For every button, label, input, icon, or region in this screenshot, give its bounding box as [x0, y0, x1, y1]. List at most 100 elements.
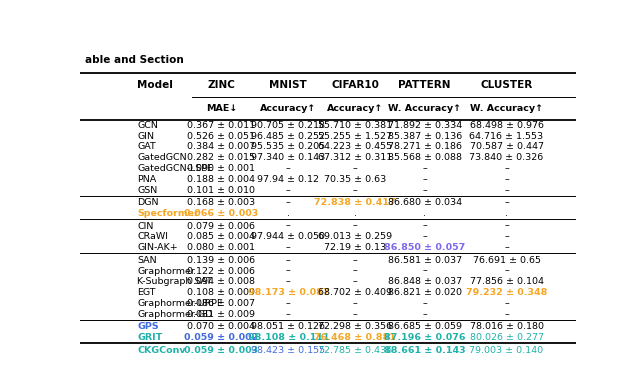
Text: 0.188 ± 0.004: 0.188 ± 0.004	[188, 175, 255, 184]
Text: 0.101 ± 0.010: 0.101 ± 0.010	[188, 186, 255, 195]
Text: GIN-AK+: GIN-AK+	[137, 243, 178, 252]
Text: 90.705 ± 0.218: 90.705 ± 0.218	[252, 121, 325, 130]
Text: .: .	[287, 209, 290, 218]
Text: 85.387 ± 0.136: 85.387 ± 0.136	[388, 132, 462, 141]
Text: 0.139 ± 0.006: 0.139 ± 0.006	[188, 256, 255, 265]
Text: 87.196 ± 0.076: 87.196 ± 0.076	[384, 333, 465, 342]
Text: –: –	[286, 256, 291, 265]
Text: –: –	[353, 310, 358, 319]
Text: –: –	[504, 164, 509, 173]
Text: 76.691 ± 0.65: 76.691 ± 0.65	[472, 256, 541, 265]
Text: 86.850 ± 0.057: 86.850 ± 0.057	[384, 243, 465, 252]
Text: –: –	[286, 267, 291, 276]
Text: GSN: GSN	[137, 186, 157, 195]
Text: GRIT: GRIT	[137, 333, 163, 342]
Text: GIN: GIN	[137, 132, 154, 141]
Text: 88.661 ± 0.143: 88.661 ± 0.143	[384, 346, 465, 355]
Text: .: .	[354, 209, 356, 218]
Text: 72.785 ± 0.436: 72.785 ± 0.436	[318, 346, 392, 355]
Text: –: –	[422, 299, 427, 308]
Text: 72.838 ± 0.417: 72.838 ± 0.417	[314, 198, 396, 207]
Text: –: –	[504, 198, 509, 207]
Text: DGN: DGN	[137, 198, 159, 207]
Text: –: –	[353, 256, 358, 265]
Text: 78.016 ± 0.180: 78.016 ± 0.180	[470, 322, 543, 331]
Text: 70.35 ± 0.63: 70.35 ± 0.63	[324, 175, 387, 184]
Text: 85.568 ± 0.088: 85.568 ± 0.088	[388, 153, 461, 162]
Text: 86.581 ± 0.037: 86.581 ± 0.037	[388, 256, 462, 265]
Text: 86.848 ± 0.037: 86.848 ± 0.037	[388, 278, 462, 287]
Text: 0.085 ± 0.004: 0.085 ± 0.004	[188, 232, 255, 241]
Text: Accuracy↑: Accuracy↑	[327, 104, 383, 113]
Text: W. Accuracy↑: W. Accuracy↑	[388, 104, 461, 113]
Text: 0.081 ± 0.009: 0.081 ± 0.009	[188, 310, 255, 319]
Text: –: –	[504, 221, 509, 230]
Text: 55.710 ± 0.381: 55.710 ± 0.381	[318, 121, 392, 130]
Text: GatedGCN-LSPE: GatedGCN-LSPE	[137, 164, 213, 173]
Text: –: –	[422, 310, 427, 319]
Text: EGT: EGT	[137, 288, 156, 297]
Text: –: –	[353, 267, 358, 276]
Text: 0.059 ± 0.003: 0.059 ± 0.003	[184, 346, 259, 355]
Text: 0.108 ± 0.009: 0.108 ± 0.009	[188, 288, 255, 297]
Text: –: –	[286, 243, 291, 252]
Text: 0.122 ± 0.006: 0.122 ± 0.006	[188, 267, 255, 276]
Text: –: –	[504, 267, 509, 276]
Text: 95.535 ± 0.205: 95.535 ± 0.205	[252, 142, 325, 151]
Text: 0.094 ± 0.008: 0.094 ± 0.008	[188, 278, 255, 287]
Text: W. Accuracy↑: W. Accuracy↑	[470, 104, 543, 113]
Text: –: –	[504, 299, 509, 308]
Text: 0.526 ± 0.051: 0.526 ± 0.051	[188, 132, 255, 141]
Text: CLUSTER: CLUSTER	[481, 80, 532, 91]
Text: 67.312 ± 0.311: 67.312 ± 0.311	[318, 153, 392, 162]
Text: PATTERN: PATTERN	[399, 80, 451, 91]
Text: Specformer: Specformer	[137, 209, 199, 218]
Text: 64.223 ± 0.455: 64.223 ± 0.455	[318, 142, 392, 151]
Text: GPS: GPS	[137, 322, 159, 331]
Text: –: –	[422, 164, 427, 173]
Text: GAT: GAT	[137, 142, 156, 151]
Text: able and Section: able and Section	[85, 54, 184, 65]
Text: –: –	[353, 278, 358, 287]
Text: 0.070 ± 0.004: 0.070 ± 0.004	[188, 322, 255, 331]
Text: Graphormer: Graphormer	[137, 267, 195, 276]
Text: CRaWl: CRaWl	[137, 232, 168, 241]
Text: Model: Model	[137, 80, 173, 91]
Text: 0.066 ± 0.003: 0.066 ± 0.003	[184, 209, 259, 218]
Text: K-Subgraph SAT: K-Subgraph SAT	[137, 278, 212, 287]
Text: 0.367 ± 0.011: 0.367 ± 0.011	[188, 121, 255, 130]
Text: 86.685 ± 0.059: 86.685 ± 0.059	[388, 322, 461, 331]
Text: –: –	[286, 186, 291, 195]
Text: .: .	[505, 209, 508, 218]
Text: 69.013 ± 0.259: 69.013 ± 0.259	[318, 232, 392, 241]
Text: 98.051 ± 0.126: 98.051 ± 0.126	[252, 322, 325, 331]
Text: 72.298 ± 0.356: 72.298 ± 0.356	[318, 322, 392, 331]
Text: ZINC: ZINC	[207, 80, 236, 91]
Text: CIN: CIN	[137, 221, 154, 230]
Text: 98.423 ± 0.155: 98.423 ± 0.155	[252, 346, 325, 355]
Text: –: –	[286, 164, 291, 173]
Text: Accuracy↑: Accuracy↑	[260, 104, 317, 113]
Text: –: –	[504, 175, 509, 184]
Text: MAE↓: MAE↓	[205, 104, 237, 113]
Text: 97.94 ± 0.12: 97.94 ± 0.12	[257, 175, 319, 184]
Text: PNA: PNA	[137, 175, 156, 184]
Text: 0.168 ± 0.003: 0.168 ± 0.003	[188, 198, 255, 207]
Text: 0.282 ± 0.015: 0.282 ± 0.015	[188, 153, 255, 162]
Text: 0.384 ± 0.007: 0.384 ± 0.007	[188, 142, 255, 151]
Text: –: –	[504, 232, 509, 241]
Text: GatedGCN: GatedGCN	[137, 153, 187, 162]
Text: GCN: GCN	[137, 121, 158, 130]
Text: 70.587 ± 0.447: 70.587 ± 0.447	[470, 142, 543, 151]
Text: –: –	[504, 186, 509, 195]
Text: –: –	[353, 186, 358, 195]
Text: –: –	[286, 221, 291, 230]
Text: 96.485 ± 0.252: 96.485 ± 0.252	[252, 132, 325, 141]
Text: 68.498 ± 0.976: 68.498 ± 0.976	[470, 121, 543, 130]
Text: –: –	[504, 310, 509, 319]
Text: 79.003 ± 0.140: 79.003 ± 0.140	[470, 346, 543, 355]
Text: –: –	[422, 186, 427, 195]
Text: 68.702 ± 0.409: 68.702 ± 0.409	[318, 288, 392, 297]
Text: 98.108 ± 0.111: 98.108 ± 0.111	[248, 333, 329, 342]
Text: –: –	[353, 299, 358, 308]
